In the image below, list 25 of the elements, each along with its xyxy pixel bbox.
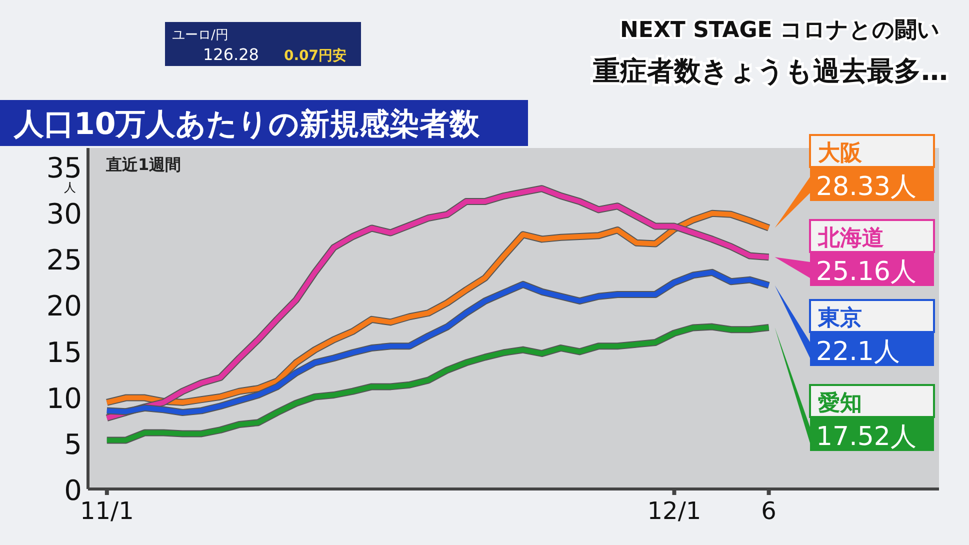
text: ユーロ/円: [172, 28, 228, 43]
text: 大阪: [818, 141, 863, 166]
x-tick-label: 11/1: [80, 497, 134, 525]
y-tick-label: 30: [46, 198, 82, 231]
text: 0.07円安: [284, 47, 347, 64]
text: 東京: [817, 305, 862, 331]
text: 北海道: [817, 226, 884, 251]
chart-title: 人口10万人あたりの新規感染者数: [13, 107, 481, 142]
y-tick-label: 5: [64, 428, 82, 461]
data-label: 22.1人: [816, 337, 900, 367]
y-tick-label: 15: [46, 336, 82, 369]
y-tick-label: 0: [64, 474, 82, 507]
annotation: 直近1週間: [105, 155, 182, 174]
text: 126.28: [203, 45, 259, 64]
y-tick-label: 20: [46, 290, 82, 323]
y-tick-label: 25: [46, 244, 82, 277]
text: 愛知: [818, 391, 862, 416]
data-label: 28.33人: [816, 172, 916, 202]
data-label: 17.52人: [816, 422, 916, 452]
data-label: 25.16人: [816, 257, 916, 287]
text: 重症者数きょうも過去最多…: [592, 56, 948, 87]
y-tick-label: 10: [46, 382, 82, 415]
x-tick-label: 6: [761, 497, 776, 525]
x-tick-label: 12/1: [647, 497, 702, 525]
text: NEXT STAGE コロナとの闘い: [620, 18, 940, 43]
